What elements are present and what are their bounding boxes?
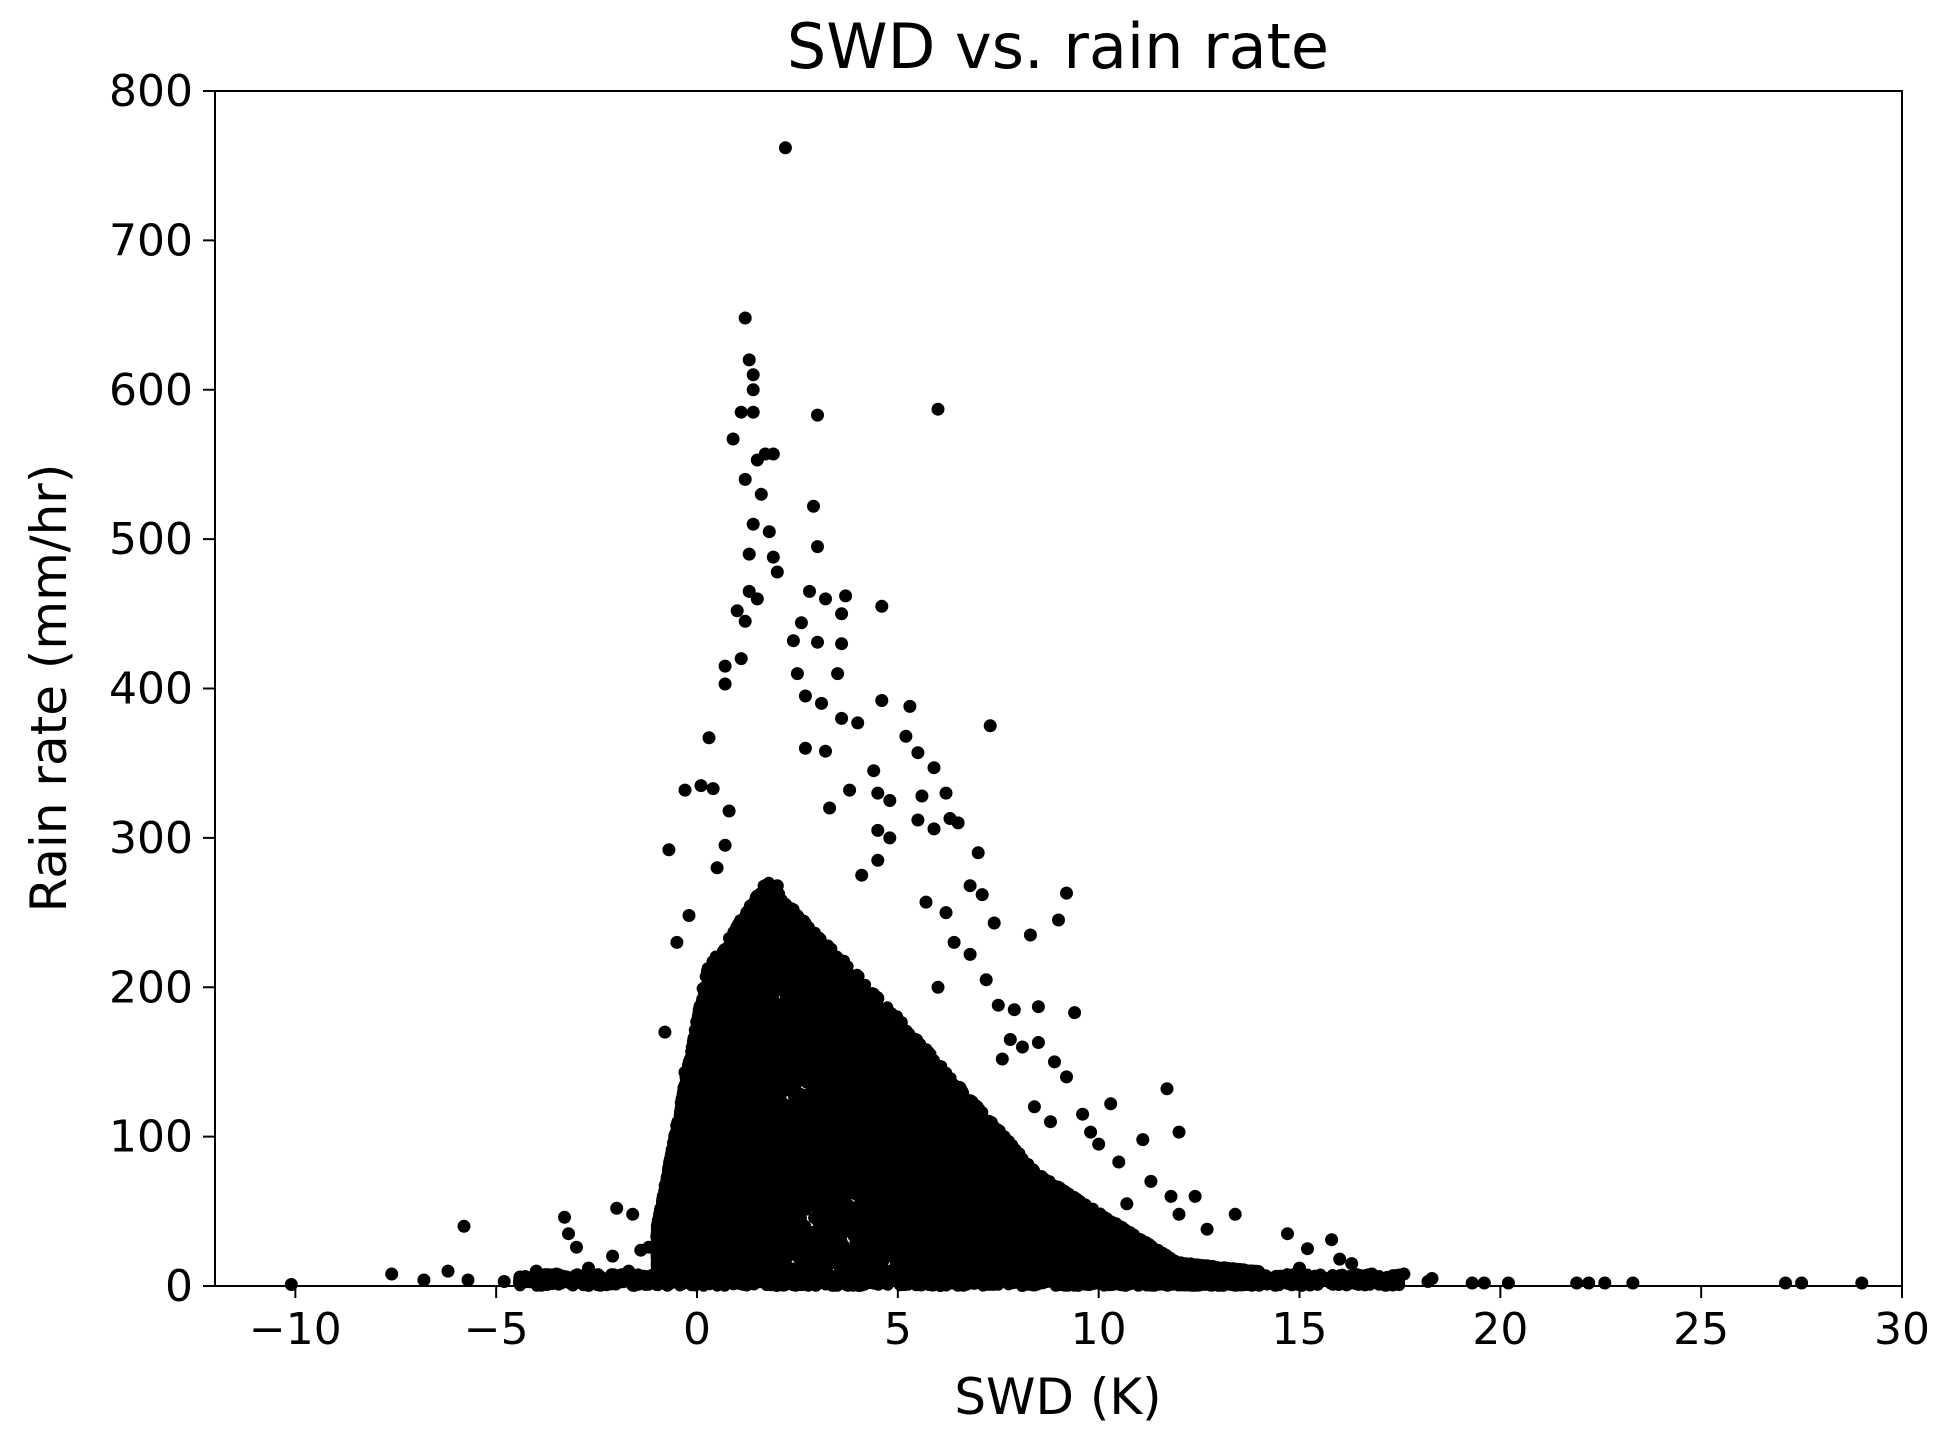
chart-title: SWD vs. rain rate	[787, 10, 1329, 83]
